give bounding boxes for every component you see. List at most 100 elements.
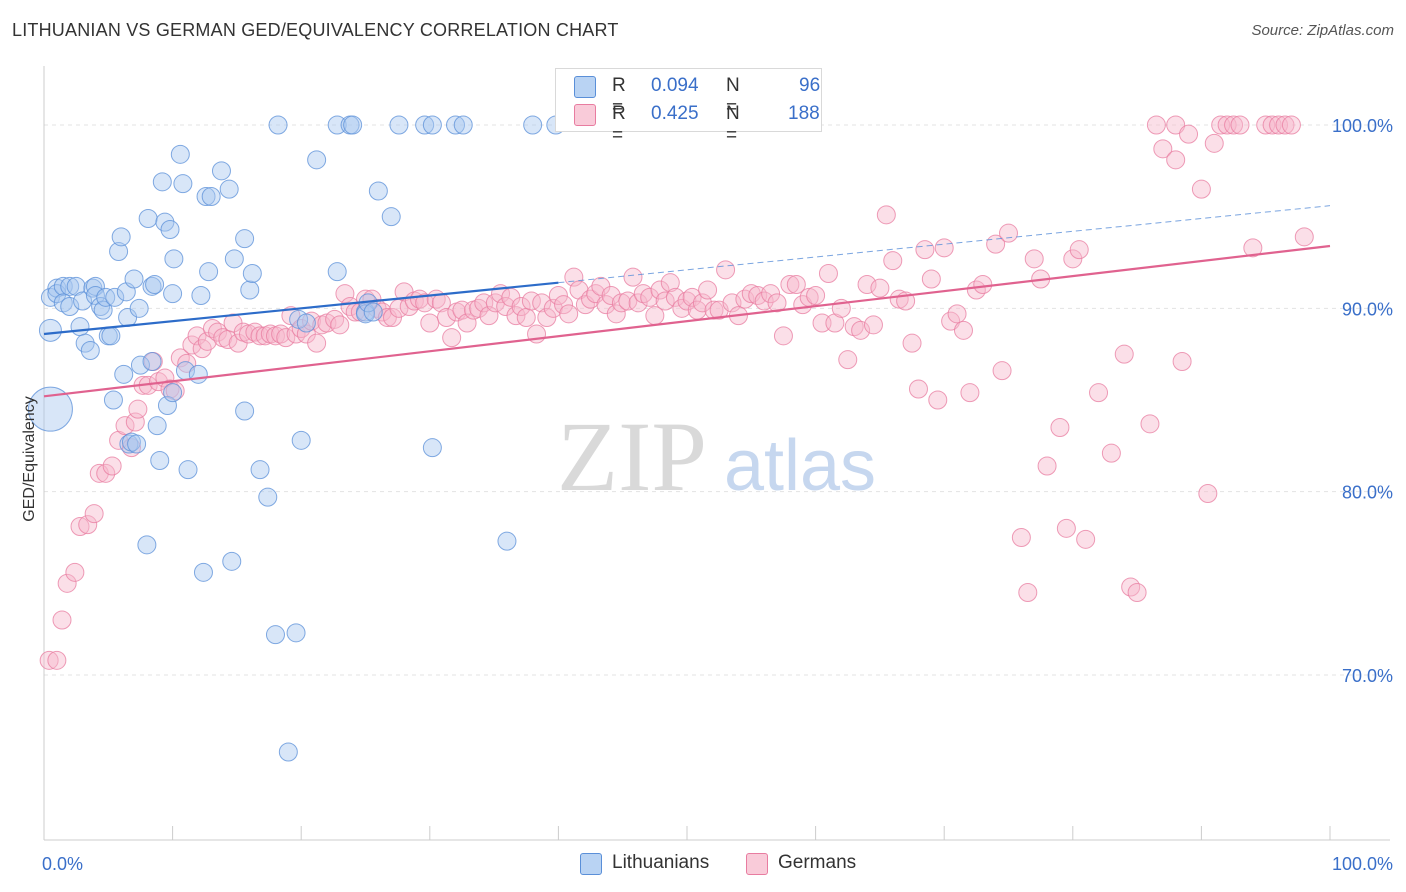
data-point-germans — [1018, 583, 1038, 602]
legend-swatch-blue — [574, 76, 596, 98]
data-point-germans — [1230, 115, 1250, 135]
data-point-germans — [437, 308, 457, 327]
data-point-lithuanians — [70, 317, 90, 337]
data-point-germans — [818, 264, 838, 283]
data-point-lithuanians — [224, 249, 244, 269]
data-point-germans — [474, 293, 494, 313]
data-point-germans — [660, 273, 680, 293]
data-point-germans — [773, 326, 793, 346]
legend-n-value: 188 — [788, 103, 820, 124]
data-point-lithuanians — [240, 280, 260, 300]
data-point-lithuanians — [127, 434, 147, 454]
data-point-lithuanians — [453, 115, 473, 135]
data-point-lithuanians — [307, 150, 327, 170]
y-axis-label: GED/Equivalency — [21, 396, 38, 521]
legend-label: Lithuanians — [612, 852, 710, 873]
data-point-germans — [876, 205, 896, 225]
data-point-germans — [537, 308, 557, 327]
data-point-lithuanians — [201, 187, 221, 206]
data-point-germans — [1294, 227, 1314, 247]
data-point-germans — [187, 326, 207, 346]
data-point-germans — [1224, 115, 1244, 135]
data-point-germans — [1146, 115, 1166, 135]
data-point-lithuanians — [265, 625, 285, 645]
data-point-germans — [704, 300, 724, 320]
data-point-germans — [1166, 150, 1186, 170]
data-point-germans — [543, 298, 563, 318]
data-point-germans — [870, 278, 890, 298]
data-point-germans — [941, 311, 961, 331]
data-point-germans — [410, 289, 430, 309]
data-point-germans — [1037, 456, 1057, 476]
data-point-germans — [1275, 115, 1295, 135]
data-point-lithuanians — [109, 242, 129, 261]
data-point-germans — [70, 517, 90, 536]
trend-line-lithuanians — [43, 281, 559, 336]
data-point-lithuanians — [142, 352, 162, 371]
data-point-germans — [335, 284, 355, 304]
data-point-germans — [786, 275, 806, 294]
y-tick-label: 100.0% — [1332, 116, 1393, 136]
data-point-lithuanians — [381, 207, 401, 227]
data-point-germans — [1243, 238, 1263, 258]
data-point-germans — [52, 610, 72, 630]
data-point-germans — [698, 280, 718, 300]
data-point-germans — [377, 308, 397, 327]
data-point-germans — [640, 287, 660, 307]
data-point-lithuanians — [286, 623, 306, 643]
source-label: Source: ZipAtlas.com — [1251, 22, 1394, 39]
legend-swatch-blue — [580, 853, 602, 875]
y-tick-label: 80.0% — [1342, 483, 1393, 503]
data-point-lithuanians — [170, 144, 190, 164]
x-tick-label: 0.0% — [42, 854, 83, 874]
x-tick-labels: 0.0% 100.0% — [42, 854, 1393, 874]
data-point-germans — [291, 319, 311, 338]
data-point-germans — [761, 284, 781, 304]
data-point-lithuanians — [160, 220, 180, 239]
lithuanians-points — [27, 115, 566, 762]
data-point-germans — [1011, 528, 1031, 547]
data-point-germans — [57, 573, 77, 593]
data-point-germans — [902, 333, 922, 353]
data-point-lithuanians — [235, 401, 255, 421]
data-point-germans — [1101, 443, 1121, 463]
data-point-germans — [915, 240, 935, 260]
data-point-germans — [121, 438, 141, 458]
data-point-lithuanians — [53, 293, 73, 313]
data-point-germans — [548, 286, 568, 305]
data-point-germans — [1281, 115, 1301, 135]
data-point-germans — [452, 300, 472, 320]
trend-lines — [43, 205, 1331, 398]
data-point-germans — [863, 315, 883, 335]
data-point-lithuanians — [173, 174, 193, 194]
data-point-germans — [532, 293, 552, 313]
data-point-lithuanians — [222, 551, 242, 571]
data-point-lithuanians — [258, 487, 278, 507]
x-tick-label: 100.0% — [1332, 854, 1393, 874]
data-point-germans — [1191, 179, 1211, 199]
data-point-lithuanians — [415, 115, 435, 135]
chart-title: LITHUANIAN VS GERMAN GED/EQUIVALENCY COR… — [12, 20, 619, 40]
data-point-germans — [716, 260, 736, 280]
data-point-germans — [1179, 124, 1199, 144]
data-point-germans — [928, 390, 948, 410]
data-point-lithuanians — [163, 383, 183, 403]
data-point-germans — [442, 328, 462, 348]
grid — [44, 124, 1390, 676]
data-point-lithuanians — [150, 451, 170, 470]
data-point-lithuanians — [138, 209, 158, 228]
data-point-germans — [934, 238, 954, 258]
legend-n-value: 96 — [799, 75, 821, 96]
data-point-lithuanians — [114, 364, 134, 384]
data-point-lithuanians — [291, 430, 311, 450]
data-point-germans — [1121, 577, 1141, 597]
y-tick-label: 70.0% — [1342, 666, 1393, 686]
data-point-lithuanians — [40, 287, 60, 307]
data-point-germans — [516, 308, 536, 327]
data-point-germans — [65, 562, 85, 582]
data-point-germans — [1089, 383, 1109, 403]
data-point-germans — [1076, 529, 1096, 549]
data-point-germans — [128, 399, 148, 419]
data-point-lithuanians — [80, 341, 100, 360]
data-point-germans — [102, 456, 122, 476]
